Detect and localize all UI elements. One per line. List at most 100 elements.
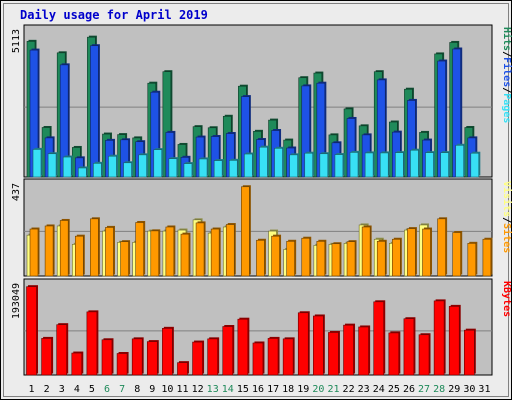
y-max-label: 5113	[11, 29, 22, 53]
bar-sites-day-14	[225, 224, 235, 277]
x-tick-label: 25	[388, 384, 400, 395]
bar-sites-day-15	[241, 186, 250, 277]
legend-item: /	[501, 51, 512, 57]
bar-pages-day-22	[349, 152, 359, 178]
bar-sites-day-7	[120, 241, 129, 277]
bar-sites-day-20	[316, 240, 326, 277]
x-tick-label: 26	[403, 384, 415, 395]
bar-kbytes-day-26	[403, 318, 415, 376]
bar-kbytes-day-7	[116, 353, 128, 376]
bar-kbytes-day-20	[313, 315, 324, 376]
bar-pages-day-28	[440, 152, 449, 178]
bar-kbytes-day-4	[71, 352, 83, 376]
bar-kbytes-day-3	[56, 324, 67, 376]
bar-kbytes-day-21	[328, 332, 339, 376]
bar-sites-day-11	[180, 233, 190, 277]
bar-sites-day-31	[482, 238, 492, 277]
inner-frame	[3, 3, 509, 397]
bar-pages-day-18	[289, 154, 298, 178]
x-tick-label: 22	[343, 384, 355, 395]
bar-sites-day-24	[376, 240, 386, 277]
bar-pages-day-1	[32, 149, 42, 178]
bar-kbytes-day-23	[358, 326, 369, 376]
bar-kbytes-day-1	[26, 286, 37, 376]
bar-pages-day-11	[183, 163, 193, 178]
bar-pages-day-14	[228, 160, 238, 178]
bar-kbytes-day-12	[192, 341, 203, 376]
bar-pages-day-16	[259, 146, 268, 178]
bar-pages-day-21	[334, 154, 344, 178]
bar-kbytes-day-19	[297, 312, 309, 376]
legend-item: Hits	[501, 27, 512, 51]
bar-pages-day-10	[168, 158, 178, 178]
legend-item: Files	[501, 57, 512, 87]
bar-sites-day-30	[467, 243, 477, 277]
legend-item: /	[501, 217, 512, 223]
x-tick-label: 28	[433, 384, 445, 395]
bar-pages-day-5	[93, 163, 102, 178]
bar-pages-day-13	[213, 160, 223, 178]
y-max-label: 437	[11, 183, 22, 201]
bar-sites-day-8	[135, 222, 144, 277]
legend-hits-files-pages: Hits/Files/Pages	[501, 27, 512, 123]
bar-kbytes-day-14	[222, 326, 234, 376]
bar-kbytes-day-16	[252, 342, 264, 376]
panel-kbytes: 193049	[11, 278, 493, 376]
bar-pages-day-25	[395, 152, 404, 178]
bar-pages-day-29	[455, 144, 465, 178]
x-tick-label: 9	[149, 384, 155, 395]
x-tick-label: 2	[44, 384, 50, 395]
x-tick-label: 20	[312, 384, 324, 395]
bar-kbytes-day-27	[418, 334, 430, 376]
bar-sites-day-9	[150, 230, 160, 277]
legend-item: Visits	[501, 181, 512, 217]
bar-sites-day-1	[29, 228, 39, 277]
x-tick-label: 5	[89, 384, 95, 395]
x-tick-label: 6	[104, 384, 110, 395]
legend-item: Pages	[501, 93, 512, 123]
bar-pages-day-30	[470, 152, 480, 178]
bar-sites-day-10	[165, 226, 175, 277]
bar-pages-day-26	[410, 149, 419, 178]
bar-sites-day-2	[44, 225, 54, 277]
legend-visits-sites: Visits/Sites	[501, 181, 512, 253]
x-tick-label: 12	[192, 384, 204, 395]
bar-pages-day-9	[153, 149, 163, 178]
x-tick-label: 19	[297, 384, 309, 395]
x-tick-label: 8	[134, 384, 140, 395]
bar-kbytes-day-29	[448, 306, 460, 376]
x-tick-label: 1	[29, 384, 35, 395]
bar-pages-day-23	[364, 152, 374, 178]
x-tick-label: 10	[161, 384, 173, 395]
bar-sites-day-25	[392, 238, 401, 277]
bar-kbytes-day-25	[388, 332, 400, 376]
legend-kbytes: KBytes	[501, 281, 512, 317]
bar-sites-day-26	[407, 228, 416, 277]
bar-kbytes-day-10	[162, 328, 173, 376]
bar-sites-day-13	[210, 228, 220, 277]
bar-sites-day-18	[286, 240, 295, 277]
x-tick-label: 14	[222, 384, 234, 395]
x-tick-label: 30	[463, 384, 475, 395]
x-tick-label: 24	[373, 384, 385, 395]
panel-visits-sites: 437	[11, 178, 493, 277]
x-tick-label: 31	[478, 384, 490, 395]
x-tick-label: 23	[358, 384, 370, 395]
bar-kbytes-day-13	[207, 338, 218, 376]
bar-sites-day-16	[256, 239, 265, 277]
bar-sites-day-19	[301, 237, 311, 277]
bar-pages-day-24	[379, 152, 389, 178]
bar-pages-day-3	[62, 156, 72, 178]
x-tick-label: 7	[119, 384, 125, 395]
bar-pages-day-6	[108, 155, 117, 178]
bar-pages-day-8	[138, 154, 147, 178]
x-tick-label: 16	[252, 384, 264, 395]
bar-pages-day-7	[123, 162, 132, 178]
bar-kbytes-day-18	[282, 338, 294, 376]
bar-kbytes-day-11	[177, 362, 188, 376]
x-tick-label: 21	[327, 384, 339, 395]
bar-kbytes-day-2	[41, 338, 52, 376]
legend-item: /	[501, 87, 512, 93]
